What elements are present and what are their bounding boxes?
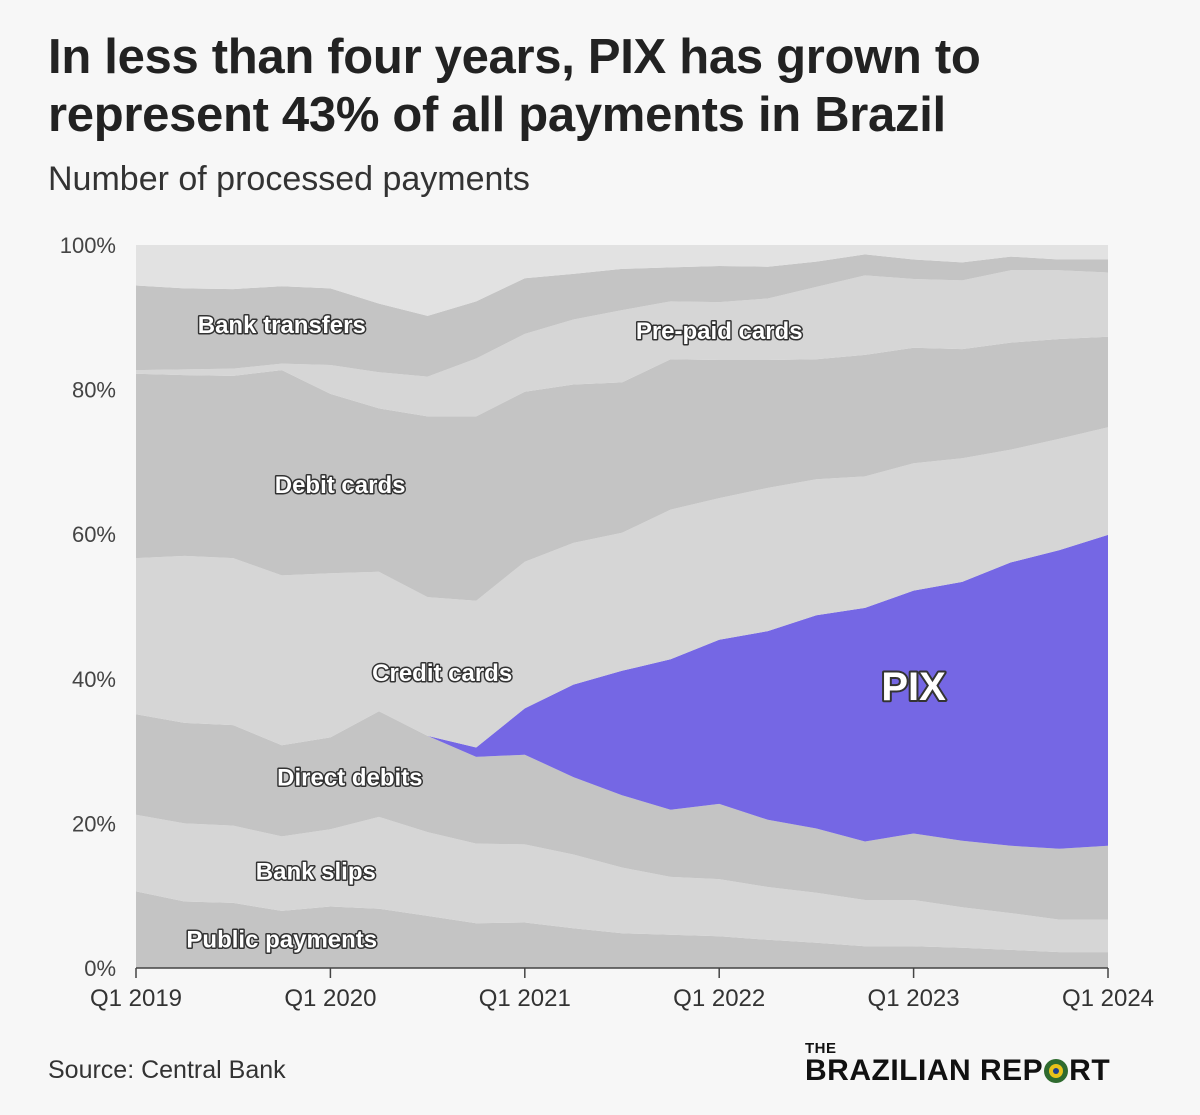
x-tick-label: Q1 2023 — [868, 985, 960, 1012]
y-tick-label: 60% — [72, 522, 116, 547]
x-tick-label: Q1 2020 — [284, 985, 376, 1012]
area-pix — [136, 534, 1108, 849]
y-tick-label: 40% — [72, 667, 116, 692]
series-label-bank-slips: Bank slips — [256, 859, 376, 886]
series-labels: Public payments Bank slips Direct debits PI… — [185, 310, 948, 955]
area-pre-paid-cards — [136, 270, 1108, 417]
globe-icon — [1044, 1059, 1069, 1083]
y-tick-label: 80% — [72, 378, 116, 403]
area-public-payments — [136, 891, 1108, 968]
series-label-pix: PIX — [881, 665, 946, 709]
area-layers — [136, 245, 1108, 968]
area-credit-cards — [136, 427, 1108, 748]
logo-text-part1: BRAZILIAN REP — [805, 1054, 1044, 1087]
series-label-credit-cards: Credit cards — [372, 660, 512, 687]
chart-subtitle: Number of processed payments — [48, 160, 530, 198]
x-tick-label: Q1 2022 — [673, 985, 765, 1012]
x-tick-label: Q1 2024 — [1062, 985, 1154, 1012]
chart-title: In less than four years, PIX has grown t… — [48, 30, 981, 142]
series-label-direct-debits: Direct debits — [277, 765, 422, 792]
y-tick-label: 100% — [60, 233, 116, 258]
x-tick-label: Q1 2021 — [479, 985, 571, 1012]
area-debit-cards — [136, 336, 1108, 601]
y-tick-label: 0% — [84, 956, 116, 981]
series-label-bank-transfers: Bank transfers — [198, 312, 366, 339]
x-tick-label: Q1 2019 — [90, 985, 182, 1012]
axes: 0% 20% 40% 60% 80% 100% Q1 2019 Q1 2020 Q1 2021 Q… — [60, 233, 1154, 1012]
series-label-public-payments: Public payments — [186, 926, 377, 953]
stacked-area-chart: 0% 20% 40% 60% 80% 100% Q1 2019 Q1 2020 Q1 2021 Q… — [60, 233, 1154, 1012]
logo-wordmark: BRAZILIAN REP RT — [805, 1054, 1110, 1088]
area-direct-debits — [136, 711, 1108, 920]
series-label-debit-cards: Debit cards — [275, 472, 406, 499]
y-tick-label: 20% — [72, 811, 116, 836]
source-note: Source: Central Bank — [48, 1056, 286, 1084]
logo-small-text: THE — [805, 1040, 837, 1057]
area-bank-slips — [136, 814, 1108, 953]
series-label-pre-paid-cards: Pre-paid cards — [636, 318, 803, 345]
brand-logo: THE BRAZILIAN REP RT — [805, 1040, 1165, 1090]
area-bank-transfers — [136, 254, 1108, 377]
area-others — [136, 245, 1108, 316]
logo-text-part2: RT — [1069, 1054, 1111, 1087]
